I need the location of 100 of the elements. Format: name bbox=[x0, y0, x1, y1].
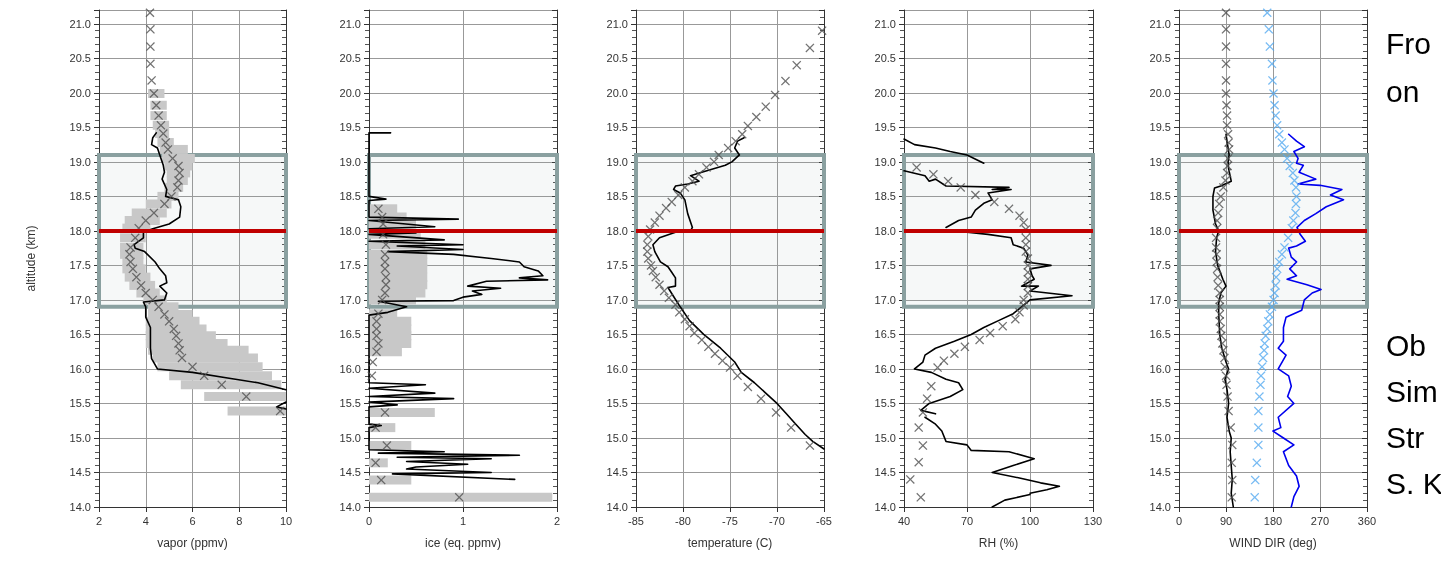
point bbox=[1277, 138, 1287, 148]
text: on bbox=[1386, 74, 1420, 108]
text: Fro bbox=[1386, 26, 1431, 60]
y-tick-label: 19.5 bbox=[874, 121, 896, 134]
point bbox=[659, 286, 669, 296]
point bbox=[145, 24, 155, 34]
y-tick-label: 15.0 bbox=[874, 431, 896, 444]
point bbox=[673, 190, 683, 200]
point bbox=[141, 216, 151, 226]
point bbox=[145, 59, 155, 69]
point bbox=[1262, 324, 1272, 334]
x-axis-title: vapor (ppmv) bbox=[157, 536, 228, 550]
y-tick-label: 19.0 bbox=[606, 155, 628, 168]
point bbox=[1277, 249, 1287, 259]
y-tick-label: 15.5 bbox=[606, 397, 628, 410]
point bbox=[989, 197, 999, 207]
y-tick-label: 19.5 bbox=[1149, 121, 1171, 134]
point bbox=[380, 407, 390, 417]
point bbox=[371, 458, 381, 468]
y-tick-label: 18.5 bbox=[69, 190, 91, 203]
y-tick-label: 15.0 bbox=[606, 431, 628, 444]
point bbox=[655, 211, 664, 221]
point bbox=[1259, 345, 1269, 355]
y-tick-label: 16.5 bbox=[1149, 328, 1171, 341]
point bbox=[1221, 371, 1231, 381]
y-axis-title: altitude (km) bbox=[24, 225, 38, 292]
point bbox=[670, 300, 680, 310]
point bbox=[1292, 191, 1301, 201]
point bbox=[1250, 475, 1260, 485]
point bbox=[943, 176, 953, 186]
point bbox=[918, 407, 928, 417]
point bbox=[1253, 440, 1263, 450]
y-tick-label: 16.5 bbox=[874, 328, 896, 341]
y-tick-label: 16.5 bbox=[606, 328, 628, 341]
y-tick-label: 16.0 bbox=[1149, 362, 1171, 375]
point bbox=[1222, 120, 1232, 130]
point bbox=[1270, 100, 1280, 110]
y-tick-label: 19.0 bbox=[1149, 155, 1171, 168]
point bbox=[1224, 406, 1234, 416]
y-tick-label: 15.0 bbox=[1149, 431, 1171, 444]
y-tick-label: 17.5 bbox=[606, 259, 628, 272]
y-tick-label: 14.5 bbox=[1149, 466, 1171, 479]
point bbox=[1023, 267, 1033, 277]
y-tick-label: 19.5 bbox=[69, 121, 91, 134]
point bbox=[376, 475, 386, 485]
point bbox=[1222, 111, 1232, 121]
y-tick-label: 15.5 bbox=[69, 397, 91, 410]
y-tick-label: 14.0 bbox=[606, 501, 628, 513]
y-tick-label: 21.0 bbox=[339, 17, 361, 30]
x-tick-label: -75 bbox=[722, 514, 738, 527]
point bbox=[916, 492, 926, 502]
y-tick-label: 17.5 bbox=[69, 259, 91, 272]
point bbox=[998, 321, 1008, 331]
point bbox=[1221, 24, 1231, 34]
point bbox=[169, 324, 179, 334]
point bbox=[1211, 242, 1221, 252]
point bbox=[756, 394, 766, 404]
x-tick-label: -70 bbox=[769, 514, 785, 527]
point bbox=[188, 362, 197, 372]
point bbox=[164, 316, 174, 326]
point bbox=[928, 169, 938, 179]
point bbox=[733, 371, 743, 381]
point bbox=[381, 240, 391, 250]
y-tick-label: 17.0 bbox=[606, 293, 628, 306]
y-tick-label: 17.0 bbox=[339, 293, 361, 306]
point bbox=[1269, 295, 1279, 305]
y-tick-label: 21.0 bbox=[606, 17, 628, 30]
y-tick-label: 19.5 bbox=[606, 121, 628, 134]
point bbox=[1223, 129, 1233, 139]
point bbox=[926, 381, 936, 391]
y-tick-label: 20.0 bbox=[1149, 86, 1171, 99]
point bbox=[651, 272, 661, 282]
point bbox=[918, 441, 928, 451]
point bbox=[382, 441, 392, 451]
x-tick-label: 90 bbox=[1219, 514, 1233, 527]
point bbox=[1223, 153, 1233, 163]
y-tick-label: 18.0 bbox=[874, 224, 896, 237]
y-tick-label: 16.0 bbox=[339, 362, 361, 375]
text: Sim bbox=[1386, 374, 1438, 408]
point bbox=[1267, 302, 1277, 312]
point bbox=[949, 349, 959, 359]
point bbox=[1282, 153, 1292, 163]
point bbox=[1023, 288, 1033, 298]
point bbox=[1019, 300, 1029, 310]
point bbox=[1291, 182, 1301, 192]
y-tick-label: 20.5 bbox=[69, 52, 91, 65]
point bbox=[685, 321, 695, 331]
text: Ob bbox=[1386, 328, 1427, 362]
point bbox=[667, 197, 677, 207]
y-tick-label: 16.5 bbox=[339, 328, 361, 341]
line-series bbox=[1272, 133, 1345, 508]
x-tick-label: 40 bbox=[897, 514, 911, 527]
y-tick-label: 21.0 bbox=[69, 17, 91, 30]
point bbox=[368, 357, 378, 367]
x-tick-label: 0 bbox=[1175, 514, 1183, 527]
point bbox=[1015, 307, 1024, 317]
x-axis-title: WIND DIR (deg) bbox=[1229, 536, 1317, 550]
y-tick-label: 17.5 bbox=[874, 259, 896, 272]
y-tick-label: 16.0 bbox=[69, 362, 91, 375]
point bbox=[1221, 59, 1231, 69]
